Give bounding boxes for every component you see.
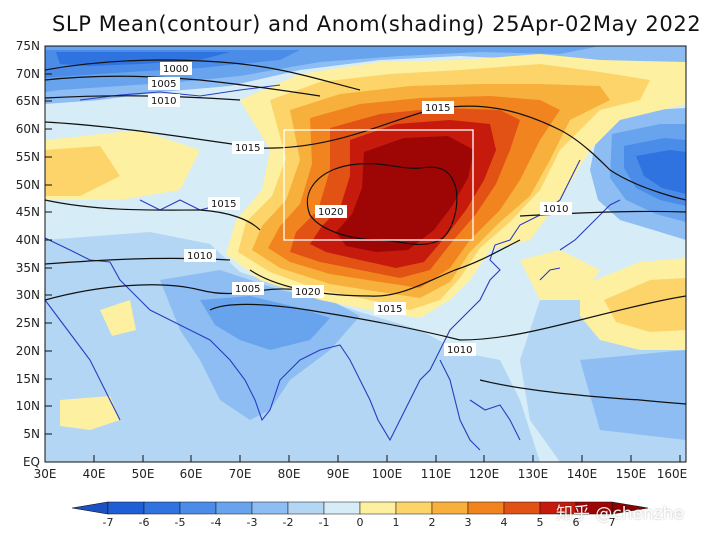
x-axis: 30E 40E 50E 60E 70E 80E 90E 100E 110E 12… [34,455,688,481]
x-tick-label: 60E [180,467,203,481]
colorbar-cell [359,501,397,515]
y-tick-label: 70N [16,67,40,81]
y-tick-label: 30N [16,288,40,302]
y-tick-label: 75N [16,39,40,53]
colorbar-low-arrow [71,501,109,515]
negative-anomaly-shading [45,46,686,462]
region-highlight-box [283,129,474,241]
colorbar-label: -4 [211,516,222,529]
y-tick-label: 35N [16,261,40,275]
map-plot-area: 1000 1005 1010 1015 1015 1015 1020 1010 … [45,46,686,462]
colorbar-cell [107,501,145,515]
colorbar-cell [287,501,325,515]
colorbar-cell [467,501,505,515]
contour-label: 1010 [543,204,568,215]
contour-label: 1015 [377,304,402,315]
y-axis: 75N 70N 65N 60N 55N 50N 45N 40N 35N 30N … [16,39,52,469]
x-tick-label: 100E [372,467,403,481]
contour-label: 1005 [151,79,176,90]
y-tick-label: 55N [16,150,40,164]
colorbar-label: -6 [139,516,150,529]
y-tick-label: 60N [16,122,40,136]
colorbar-label: 0 [357,516,364,529]
contour-label: 1000 [163,64,188,75]
positive-anomaly-shading [45,54,686,430]
colorbar-label: 5 [537,516,544,529]
y-tick-label: 50N [16,178,40,192]
y-tick-label: 65N [16,94,40,108]
contour-label: 1010 [187,251,212,262]
colorbar-cell [431,501,469,515]
y-tick-label: 10N [16,399,40,413]
y-tick-label: 25N [16,316,40,330]
x-tick-label: 40E [83,467,106,481]
colorbar-label: -7 [103,516,114,529]
x-tick-label: 160E [657,467,688,481]
colorbar-label: 1 [393,516,400,529]
colorbar-cell [179,501,217,515]
x-tick-label: 150E [616,467,647,481]
contour-label: 1020 [318,207,343,218]
x-tick-label: 70E [229,467,252,481]
colorbar-cell [575,501,613,515]
colorbar-label: -3 [247,516,258,529]
x-tick-label: 90E [327,467,350,481]
colorbar-cell [251,501,289,515]
colorbar-cell [503,501,541,515]
x-tick-label: 50E [132,467,155,481]
contour-label: 1015 [235,143,260,154]
colorbar-label: -1 [319,516,330,529]
y-tick-label: 20N [16,344,40,358]
y-tick-label: 45N [16,205,40,219]
colorbar-cell [323,501,361,515]
x-tick-label: 130E [518,467,549,481]
y-tick-label: 15N [16,372,40,386]
y-tick-label: EQ [23,455,40,469]
map-title: SLP Mean(contour) and Anom(shading) 25Ap… [52,12,702,36]
y-tick-label: 40N [16,233,40,247]
contour-label: 1010 [447,345,472,356]
x-tick-label: 30E [34,467,57,481]
colorbar-label: -5 [175,516,186,529]
colorbar-label: 4 [501,516,508,529]
x-tick-label: 80E [278,467,301,481]
colorbar: -7 -6 -5 -4 -3 -2 -1 0 1 2 3 4 5 6 7 [71,501,649,529]
colorbar-label: 3 [465,516,472,529]
colorbar-cell [215,501,253,515]
contour-labels: 1000 1005 1010 1015 1015 1015 1020 1010 … [148,62,572,356]
contour-label: 1015 [425,103,450,114]
colorbar-cell [143,501,181,515]
contour-label: 1005 [235,284,260,295]
contour-label: 1020 [295,287,320,298]
colorbar-cells [107,501,613,515]
contour-label: 1010 [151,96,176,107]
colorbar-label: -2 [283,516,294,529]
colorbar-label: 6 [573,516,580,529]
y-tick-label: 5N [23,427,40,441]
x-tick-label: 120E [469,467,500,481]
colorbar-label: 2 [429,516,436,529]
contour-label: 1015 [211,199,236,210]
x-tick-label: 110E [421,467,452,481]
plot-frame [44,45,687,463]
colorbar-cell [395,501,433,515]
watermark-text: 知乎 @chenzhe [556,504,684,524]
x-tick-label: 140E [567,467,598,481]
colorbar-label: 7 [609,516,616,529]
